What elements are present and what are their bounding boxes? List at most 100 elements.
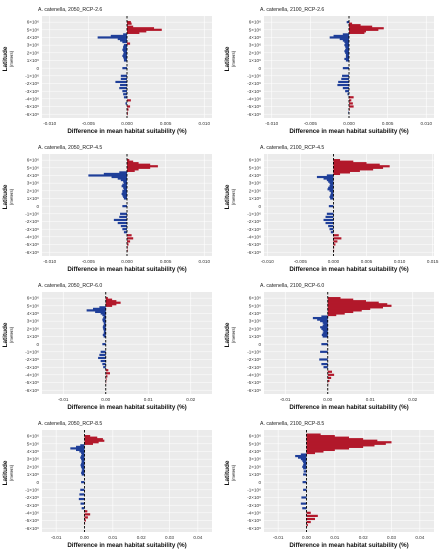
- data-bar: [306, 441, 392, 444]
- data-bar: [81, 471, 85, 475]
- data-bar: [298, 456, 307, 459]
- y-tick-label: 5×10⁶: [27, 165, 39, 170]
- y-tick-label: 1×10⁶: [27, 472, 39, 477]
- x-tick-label: 0.01: [366, 397, 375, 402]
- data-bar: [120, 39, 127, 42]
- data-bar: [321, 315, 328, 318]
- data-bar: [328, 186, 334, 189]
- y-tick-label: -4×10⁶: [25, 96, 39, 101]
- chart-panel-3: A. catenella, 2050_RCP-4.5 6×10⁶ 5×10⁶ 4×10…: [2, 145, 212, 273]
- x-axis-label: Difference in mean habitat suitability (…: [67, 128, 186, 135]
- data-bar: [121, 185, 127, 188]
- data-bar: [306, 445, 364, 448]
- data-bar: [102, 326, 106, 329]
- data-bar: [86, 309, 106, 312]
- data-bar: [81, 481, 85, 484]
- data-bar: [330, 194, 334, 197]
- data-bar: [306, 448, 335, 452]
- data-bar: [317, 318, 328, 321]
- y-tick-label: -2×10⁶: [247, 81, 261, 86]
- y-tick-label: 1×10⁶: [249, 334, 261, 339]
- x-tick-label: -0.01: [51, 535, 62, 540]
- x-axis-label: Difference in mean habitat suitability (…: [67, 542, 186, 549]
- data-bar: [302, 459, 307, 462]
- chart-title: A. catenella, 2050_RCP-2.6: [38, 7, 102, 13]
- y-tick-label: 6×10⁶: [249, 434, 261, 439]
- x-tick-label: -0.005: [82, 121, 95, 126]
- y-tick-label: 4×10⁶: [249, 449, 261, 454]
- x-tick-label: 0.00: [101, 397, 110, 402]
- data-bar: [81, 473, 85, 476]
- y-tick-label: 0: [36, 66, 39, 71]
- y-tick-label: -5×10⁶: [25, 242, 39, 247]
- data-bar: [117, 221, 127, 225]
- data-bar: [329, 36, 349, 39]
- data-bar: [123, 51, 127, 54]
- x-axis-label: Difference in mean habitat suitability (…: [289, 128, 408, 135]
- y-tick-label: 0: [36, 342, 39, 347]
- data-bar: [78, 497, 85, 501]
- y-axis-unit: (meters): [9, 188, 14, 205]
- x-tick-label: 0.015: [427, 259, 439, 264]
- y-tick-label: -4×10⁶: [25, 372, 39, 377]
- data-bar: [306, 436, 349, 439]
- data-bar: [327, 306, 383, 309]
- data-bar: [337, 83, 349, 87]
- data-bar: [127, 99, 131, 102]
- data-bar: [84, 436, 98, 439]
- data-bar: [123, 33, 127, 36]
- y-tick-label: -4×10⁶: [25, 234, 39, 239]
- x-tick-label: -0.005: [304, 121, 317, 126]
- data-bar: [345, 53, 349, 56]
- y-tick-label: 2×10⁶: [249, 188, 261, 193]
- data-bar: [327, 312, 345, 315]
- data-bar: [333, 240, 338, 243]
- y-axis-label: Latitude: [2, 184, 9, 209]
- y-tick-label: -2×10⁶: [25, 495, 39, 500]
- y-tick-label: 6×10⁶: [27, 158, 39, 163]
- data-bar: [303, 464, 307, 467]
- y-tick-label: -2×10⁶: [247, 357, 261, 362]
- y-tick-label: -5×10⁶: [247, 242, 261, 247]
- data-bar: [123, 50, 127, 53]
- y-tick-label: 4×10⁶: [249, 173, 261, 178]
- data-bar: [306, 447, 349, 450]
- y-axis-label: Latitude: [224, 46, 231, 71]
- data-bar: [312, 316, 328, 320]
- data-bar: [102, 320, 106, 323]
- y-tick-label: -1×10⁶: [247, 73, 261, 78]
- data-bar: [306, 520, 311, 524]
- data-bar: [127, 42, 131, 45]
- plot-area: [42, 430, 212, 532]
- data-bar: [325, 215, 334, 218]
- data-bar: [104, 330, 106, 333]
- y-tick-label: -6×10⁶: [25, 526, 39, 531]
- data-bar: [306, 442, 386, 445]
- data-bar: [349, 31, 365, 34]
- data-bar: [81, 451, 85, 455]
- y-tick-label: -2×10⁶: [25, 219, 39, 224]
- data-bar: [333, 243, 336, 246]
- y-tick-label: 2×10⁶: [249, 464, 261, 469]
- data-bar: [345, 45, 349, 48]
- data-bar: [327, 297, 341, 300]
- chart-panel-2: A. catenella, 2100_RCP-2.6 6×10⁶ 5×10⁶ 4×10…: [224, 7, 434, 135]
- y-tick-label: 6×10⁶: [249, 20, 261, 25]
- y-tick-label: -6×10⁶: [247, 112, 261, 117]
- data-bar: [306, 435, 335, 438]
- chart-panel-7: A. catenella, 2050_RCP-8.5 6×10⁶ 5×10⁶ 4×10…: [2, 421, 212, 549]
- x-tick-label: 0.04: [415, 535, 424, 540]
- data-bar: [306, 439, 378, 442]
- y-axis-label: Latitude: [224, 184, 231, 209]
- y-tick-label: -6×10⁶: [247, 388, 261, 393]
- y-tick-label: 3×10⁶: [249, 181, 261, 186]
- data-bar: [329, 228, 334, 231]
- data-bar: [103, 321, 106, 324]
- data-bar: [99, 306, 106, 309]
- data-bar: [100, 350, 106, 353]
- data-bar: [327, 370, 332, 373]
- x-tick-label: -0.005: [82, 259, 95, 264]
- data-bar: [339, 37, 349, 41]
- y-tick-label: 4×10⁶: [249, 35, 261, 40]
- x-tick-label: 0.02: [186, 397, 195, 402]
